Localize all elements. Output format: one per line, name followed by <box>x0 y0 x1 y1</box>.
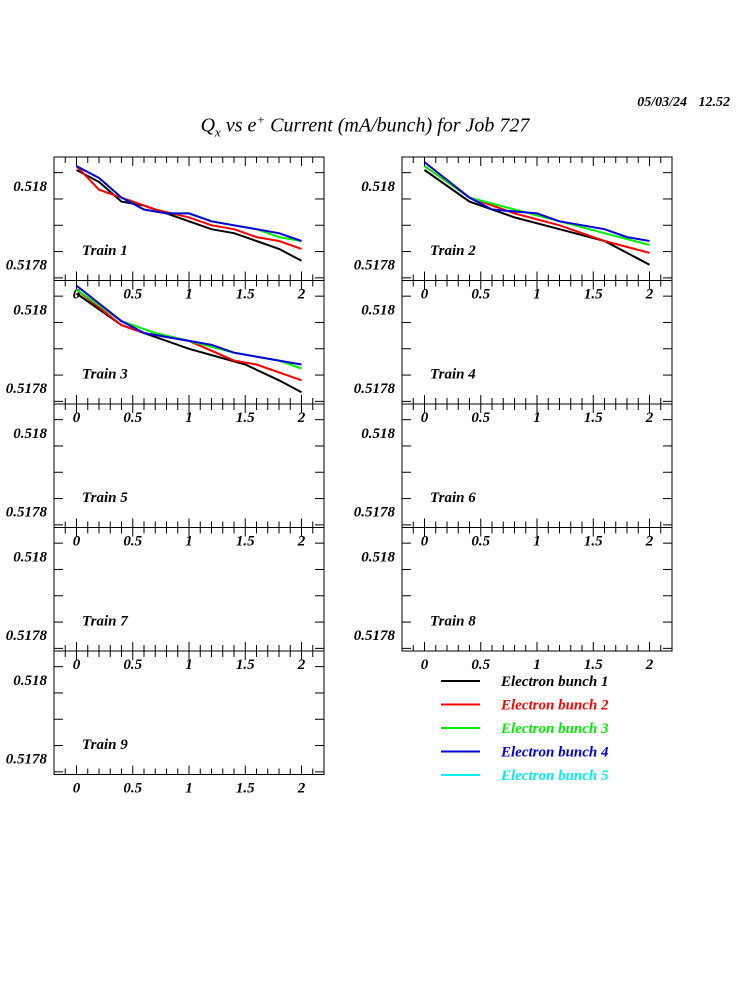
y-tick-label: 0.5178 <box>354 628 396 644</box>
x-tick-label: 1.5 <box>584 410 603 426</box>
panel-title: Train 5 <box>82 490 128 506</box>
x-tick-label: 1 <box>185 287 193 303</box>
chart-title: Qx vs e+ Current (mA/bunch) for Job 727 <box>0 112 730 141</box>
y-tick-label: 0.5178 <box>6 628 48 644</box>
x-tick-label: 1.5 <box>236 657 255 673</box>
x-tick-label: 0 <box>73 657 81 673</box>
x-tick-label: 0.5 <box>471 287 490 303</box>
y-tick-label: 0.5178 <box>354 505 396 521</box>
y-tick-label: 0.5178 <box>354 381 396 397</box>
x-tick-label: 0.5 <box>123 410 142 426</box>
series-line-bunch-2 <box>423 165 650 254</box>
legend-label-bunch-5: Electron bunch 5 <box>500 768 609 784</box>
x-tick-label: 1.5 <box>236 287 255 303</box>
x-tick-label: 2 <box>297 534 306 550</box>
legend-label-bunch-2: Electron bunch 2 <box>500 698 609 714</box>
y-tick-label: 0.518 <box>361 426 395 442</box>
panel-title: Train 6 <box>430 490 476 506</box>
title-q: Q <box>200 114 216 137</box>
date-stamp: 05/03/24 12.52 <box>637 95 730 110</box>
panel-3: 0.518 0.5178 0 0.5 1 1.5 2 Train 3 <box>6 280 325 426</box>
y-tick-label: 0.518 <box>13 179 47 195</box>
x-tick-label: 2 <box>297 410 306 426</box>
x-tick-label: 1 <box>533 657 541 673</box>
panel-7: 0.518 0.5178 0 0.5 1 1.5 2 Train 7 <box>6 527 325 673</box>
x-tick-label: 2 <box>645 534 654 550</box>
panel-6: 0.518 0.5178 0 0.5 1 1.5 2 Train 6 <box>354 403 673 550</box>
x-tick-label: 0 <box>73 410 81 426</box>
y-tick-label: 0.5178 <box>6 505 48 521</box>
x-tick-label: 0.5 <box>471 410 490 426</box>
panel-title: Train 9 <box>82 737 128 753</box>
series-line-bunch-4 <box>423 161 650 242</box>
y-tick-label: 0.518 <box>13 426 47 442</box>
panel-2: 0.518 0.5178 0 0.5 1 1.5 2 Train 2 <box>354 156 673 303</box>
y-tick-label: 0.5178 <box>354 258 396 274</box>
x-tick-label: 1 <box>185 781 193 797</box>
x-tick-label: 1.5 <box>236 781 255 797</box>
x-tick-label: 0 <box>73 534 81 550</box>
legend-label-bunch-3: Electron bunch 3 <box>500 721 609 737</box>
series-line-bunch-4 <box>76 165 302 242</box>
panel-title: Train 1 <box>82 243 128 259</box>
panel-title: Train 7 <box>82 614 128 630</box>
x-tick-label: 1 <box>533 410 541 426</box>
y-tick-label: 0.518 <box>13 549 47 565</box>
y-tick-label: 0.5178 <box>6 381 48 397</box>
y-tick-label: 0.518 <box>361 179 395 195</box>
legend-label-bunch-1: Electron bunch 1 <box>500 674 609 690</box>
x-tick-label: 0 <box>421 410 429 426</box>
title-superscript: + <box>256 112 266 127</box>
x-tick-label: 0 <box>73 781 81 797</box>
y-tick-label: 0.5178 <box>6 752 48 768</box>
x-tick-label: 1.5 <box>236 534 255 550</box>
x-tick-label: 2 <box>645 657 654 673</box>
x-tick-label: 2 <box>645 410 654 426</box>
legend-label-bunch-4: Electron bunch 4 <box>500 745 609 761</box>
panel-5: 0.518 0.5178 0 0.5 1 1.5 2 Train 5 <box>6 403 325 550</box>
panel-9: 0.518 0.5178 0 0.5 1 1.5 2 Train 9 <box>6 650 325 797</box>
panel-title: Train 4 <box>430 367 476 383</box>
panel-8: 0.518 0.5178 0 0.5 1 1.5 2 Train 8 <box>354 527 673 673</box>
x-tick-label: 0.5 <box>123 287 142 303</box>
panel-title: Train 2 <box>430 243 476 259</box>
y-tick-label: 0.518 <box>13 302 47 318</box>
x-tick-label: 0.5 <box>471 657 490 673</box>
y-tick-label: 0.5178 <box>6 258 48 274</box>
x-tick-label: 0 <box>421 534 429 550</box>
x-tick-label: 0.5 <box>471 534 490 550</box>
y-tick-label: 0.518 <box>13 673 47 689</box>
x-tick-label: 0.5 <box>123 534 142 550</box>
x-tick-label: 0.5 <box>123 781 142 797</box>
title-mid: vs e <box>220 114 257 137</box>
x-tick-label: 2 <box>645 287 654 303</box>
x-tick-label: 1.5 <box>584 657 603 673</box>
series-line-bunch-3 <box>76 165 302 242</box>
x-tick-label: 1.5 <box>584 287 603 303</box>
series-line-bunch-4 <box>75 284 302 366</box>
x-tick-label: 1.5 <box>236 410 255 426</box>
x-tick-label: 1 <box>533 287 541 303</box>
panel-title: Train 8 <box>430 614 476 630</box>
series-line-bunch-2 <box>75 165 302 250</box>
x-tick-label: 0 <box>421 287 429 303</box>
x-tick-label: 1 <box>533 534 541 550</box>
title-rest: Current (mA/bunch) for Job 727 <box>265 114 530 137</box>
x-tick-label: 1 <box>185 534 193 550</box>
x-tick-label: 1 <box>185 410 193 426</box>
x-tick-label: 2 <box>297 287 306 303</box>
x-tick-label: 2 <box>297 781 306 797</box>
title-q-subscript: x <box>215 124 221 140</box>
x-tick-label: 0 <box>421 657 429 673</box>
x-tick-label: 0.5 <box>123 657 142 673</box>
x-tick-label: 2 <box>297 657 306 673</box>
series-line-bunch-1 <box>423 169 650 266</box>
y-tick-label: 0.518 <box>361 302 395 318</box>
x-tick-label: 1 <box>185 657 193 673</box>
x-tick-label: 1.5 <box>584 534 603 550</box>
panel-title: Train 3 <box>82 367 128 383</box>
y-tick-label: 0.518 <box>361 549 395 565</box>
